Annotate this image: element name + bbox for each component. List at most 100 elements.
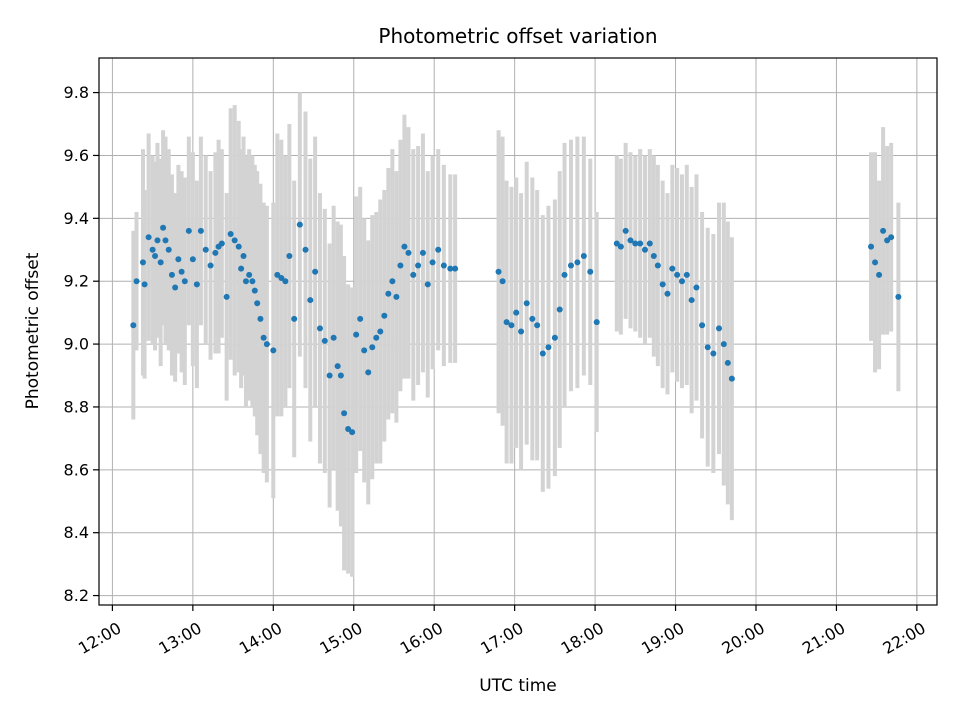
data-point: [529, 315, 536, 322]
data-point: [674, 271, 681, 278]
data-points: [130, 221, 902, 436]
data-point: [334, 363, 341, 370]
data-point: [880, 227, 887, 234]
y-tick-label: 9.0: [64, 335, 89, 354]
data-point: [274, 271, 281, 278]
data-point: [286, 253, 293, 260]
data-point: [693, 284, 700, 291]
data-point: [130, 322, 137, 329]
data-point: [876, 271, 883, 278]
data-point: [683, 271, 690, 278]
data-point: [627, 237, 634, 244]
data-point: [503, 319, 510, 326]
data-point: [424, 281, 431, 288]
y-axis-label: Photometric offset: [23, 252, 43, 409]
data-point: [654, 262, 661, 269]
data-point: [235, 243, 242, 250]
data-point: [678, 278, 685, 285]
chart-title: Photometric offset variation: [378, 24, 657, 48]
data-point: [193, 281, 200, 288]
data-point: [251, 287, 258, 294]
data-point: [545, 344, 552, 351]
data-point: [157, 259, 164, 266]
y-tick-label: 9.8: [64, 83, 89, 102]
data-point: [189, 256, 196, 263]
data-point: [302, 246, 309, 253]
data-point: [172, 284, 179, 291]
data-point: [357, 315, 364, 322]
data-point: [361, 347, 368, 354]
data-point: [152, 253, 159, 260]
data-point: [868, 243, 875, 250]
data-point: [373, 334, 380, 341]
data-point: [641, 246, 648, 253]
data-point: [508, 322, 515, 329]
x-axis-label: UTC time: [479, 676, 557, 696]
data-point: [231, 237, 238, 244]
data-point: [365, 369, 372, 376]
data-point: [260, 334, 267, 341]
data-point: [263, 341, 270, 348]
data-point: [330, 334, 337, 341]
data-point: [385, 290, 392, 297]
data-point: [149, 246, 156, 253]
data-point: [728, 375, 735, 382]
data-point: [223, 293, 230, 300]
data-point: [699, 322, 706, 329]
data-point: [326, 372, 333, 379]
data-point: [291, 315, 298, 322]
data-point: [429, 259, 436, 266]
data-point: [154, 237, 161, 244]
data-point: [345, 425, 352, 432]
data-point: [704, 344, 711, 351]
data-point: [316, 325, 323, 332]
data-point: [393, 293, 400, 300]
data-point: [321, 337, 328, 344]
data-point: [440, 262, 447, 269]
y-tick-label: 8.6: [64, 460, 89, 479]
data-point: [659, 281, 666, 288]
data-point: [410, 271, 417, 278]
data-point: [341, 410, 348, 417]
data-point: [197, 227, 204, 234]
data-point: [249, 278, 256, 285]
data-point: [724, 359, 731, 366]
data-point: [580, 253, 587, 260]
data-point: [405, 249, 412, 256]
data-point: [452, 265, 459, 272]
data-point: [133, 278, 140, 285]
data-point: [178, 268, 185, 275]
data-point: [238, 265, 245, 272]
data-point: [561, 271, 568, 278]
data-point: [613, 240, 620, 247]
data-point: [185, 227, 192, 234]
data-point: [622, 227, 629, 234]
data-point: [646, 240, 653, 247]
data-point: [381, 312, 388, 319]
data-point: [593, 319, 600, 326]
data-point: [884, 237, 891, 244]
y-tick-label: 9.2: [64, 272, 89, 291]
data-point: [246, 271, 253, 278]
data-point: [377, 328, 384, 335]
data-point: [650, 253, 657, 260]
data-point: [574, 259, 581, 266]
data-point: [212, 249, 219, 256]
data-point: [632, 240, 639, 247]
data-point: [278, 275, 285, 282]
data-point: [227, 231, 234, 238]
data-point: [175, 256, 182, 263]
data-point: [534, 322, 541, 329]
data-point: [513, 309, 520, 316]
data-point: [296, 221, 303, 228]
plot-frame: [98, 57, 938, 606]
data-point: [664, 290, 671, 297]
data-point: [242, 278, 249, 285]
data-point: [895, 293, 902, 300]
y-tick-label: 8.8: [64, 397, 89, 416]
data-point: [715, 325, 722, 332]
data-point: [518, 328, 525, 335]
data-point: [617, 243, 624, 250]
data-point: [389, 278, 396, 285]
